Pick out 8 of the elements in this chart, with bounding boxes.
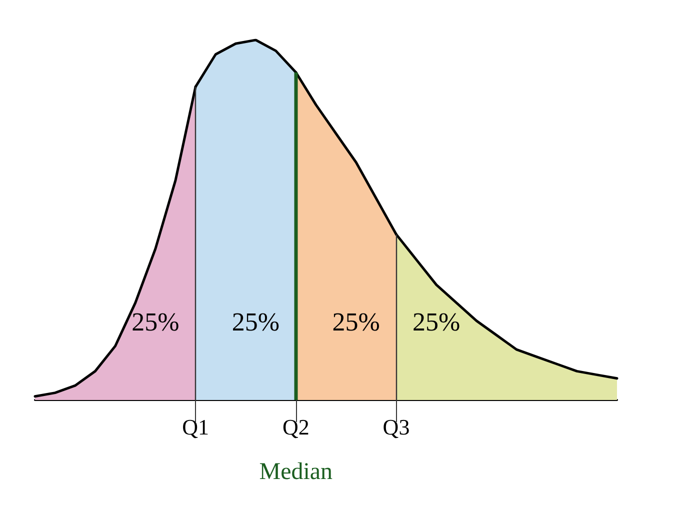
annotation: 25% (332, 308, 380, 336)
annotation: 25% (232, 308, 280, 336)
annotation: 25% (412, 308, 460, 336)
annotation: 25% (132, 308, 180, 336)
x-tick-label: Q3 (382, 414, 410, 440)
x-tick-label: Q1 (182, 414, 209, 440)
x-tick-label: Q2 (282, 414, 310, 440)
ref-line-label: Median (259, 459, 333, 485)
